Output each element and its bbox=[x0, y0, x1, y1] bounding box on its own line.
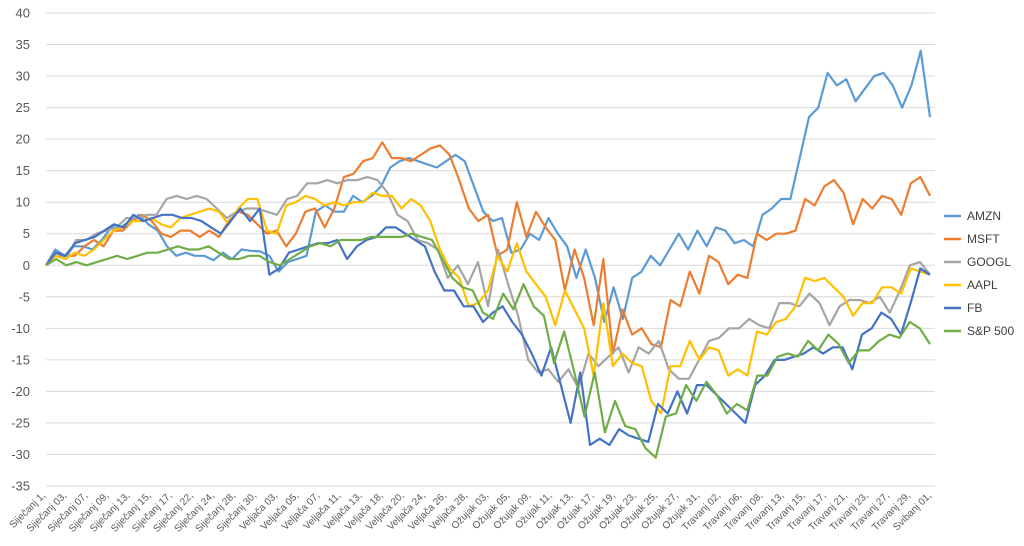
y-tick-label: 25 bbox=[16, 100, 30, 115]
legend-label: MSFT bbox=[967, 232, 1000, 246]
y-tick-label: 0 bbox=[23, 258, 30, 273]
series-lines bbox=[45, 49, 932, 459]
y-tick-label: 10 bbox=[16, 195, 30, 210]
y-tick-label: -25 bbox=[11, 415, 30, 430]
x-axis-tick-labels: Siječanj 1,Siječanj 03,Siječanj 07,Siječ… bbox=[8, 490, 934, 534]
series-line-s-p-500 bbox=[45, 232, 931, 459]
legend-label: S&P 500 bbox=[967, 324, 1014, 338]
legend-label: AMZN bbox=[967, 209, 1001, 223]
y-tick-label: -15 bbox=[11, 352, 30, 367]
y-tick-label: -10 bbox=[11, 321, 30, 336]
legend-label: AAPL bbox=[967, 278, 998, 292]
legend-label: GOOGL bbox=[967, 255, 1011, 269]
series-line-googl bbox=[45, 175, 931, 390]
series-line-aapl bbox=[45, 191, 931, 415]
gridlines bbox=[46, 12, 935, 487]
y-tick-label: 5 bbox=[23, 226, 30, 241]
y-tick-label: -35 bbox=[11, 479, 30, 494]
legend: AMZN MSFT GOOGL AAPL FB S&P 500 bbox=[944, 209, 1014, 338]
series-line-msft bbox=[45, 141, 931, 355]
y-tick-label: -5 bbox=[18, 289, 30, 304]
y-tick-label: 35 bbox=[16, 37, 30, 52]
y-tick-label: -20 bbox=[11, 384, 30, 399]
legend-label: FB bbox=[967, 301, 982, 315]
y-tick-label: 30 bbox=[16, 69, 30, 84]
y-tick-label: 20 bbox=[16, 132, 30, 147]
series-line-fb bbox=[45, 207, 931, 447]
y-axis-tick-labels: -35 -30 -25 -20 -15 -10 -5 0 5 10 15 20 25 30 35 40 bbox=[11, 6, 30, 494]
series-line-amzn bbox=[45, 49, 932, 324]
y-tick-label: 40 bbox=[16, 6, 30, 21]
y-tick-label: -30 bbox=[11, 447, 30, 462]
y-tick-label: 15 bbox=[16, 163, 30, 178]
